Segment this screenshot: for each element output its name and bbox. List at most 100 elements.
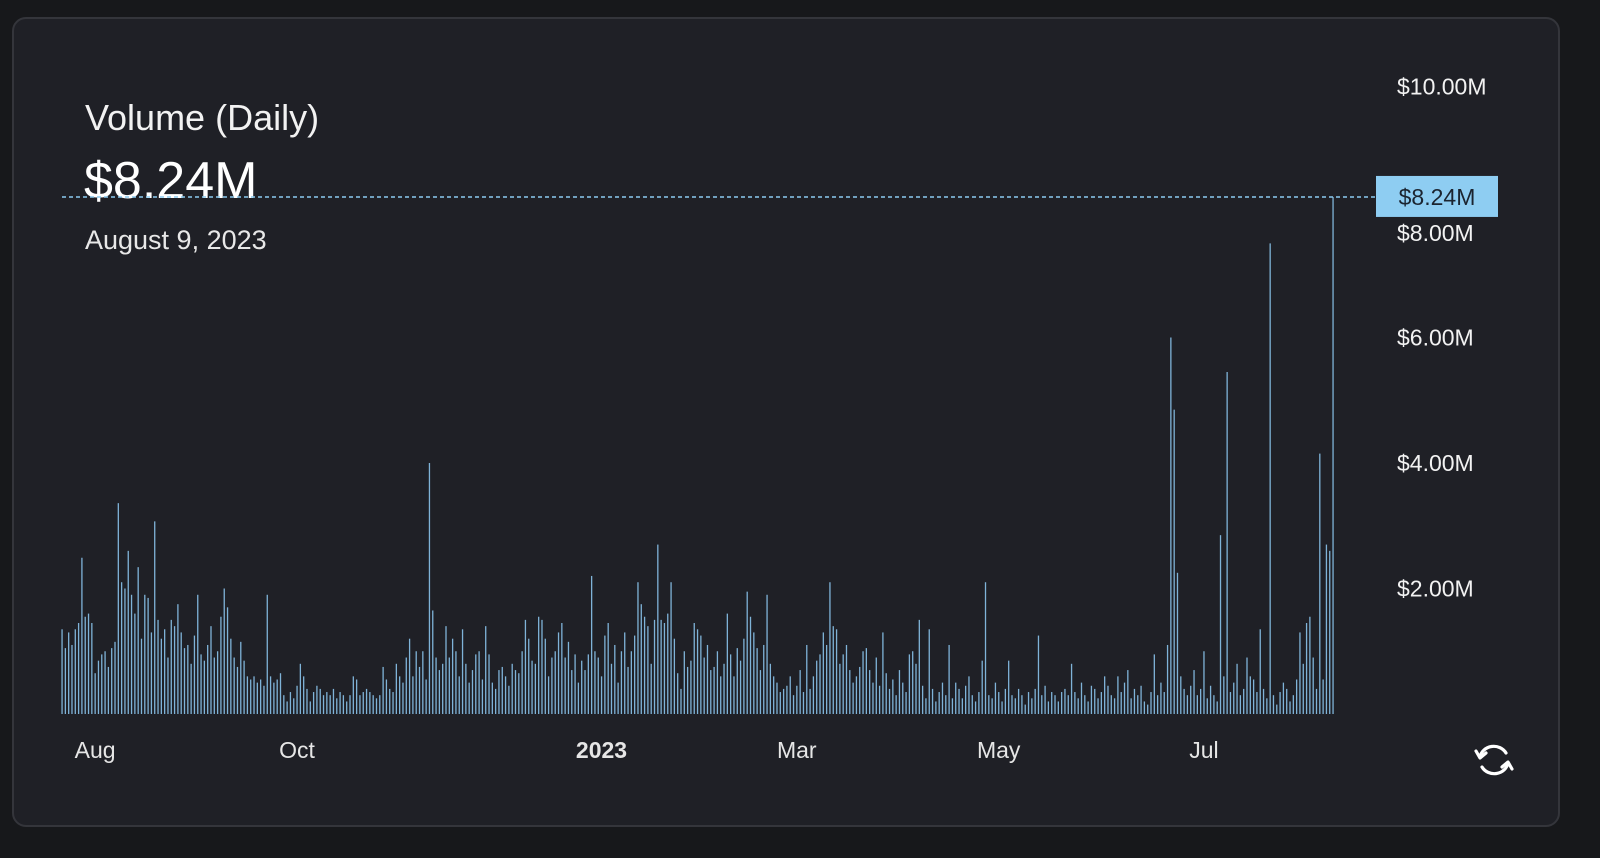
volume-bar [355,679,358,714]
volume-bar [1289,701,1291,714]
volume-bar [154,521,156,714]
volume-bar [1041,695,1043,714]
volume-bar [617,682,619,714]
volume-bar [1206,698,1208,714]
volume-bar [577,682,580,714]
volume-bar [918,619,920,714]
volume-bar [1259,629,1261,714]
volume-bar [1193,670,1195,714]
volume-bar [1047,701,1050,714]
volume-bar [1166,644,1169,714]
volume-bar [233,657,235,714]
volume-bar [488,654,490,714]
volume-bar [1266,698,1268,714]
volume-bar [931,688,934,714]
volume-bar [1216,701,1218,714]
refresh-icon[interactable] [1474,740,1514,780]
volume-bar [286,701,288,714]
volume-bar [1190,685,1192,714]
volume-bar [1014,698,1016,714]
volume-bar [1107,685,1109,714]
volume-bar [269,676,272,714]
volume-bar [309,701,311,714]
volume-bar [425,679,427,714]
volume-bar [653,619,656,714]
volume-bar [647,626,649,714]
volume-bar [590,575,593,714]
volume-bar [299,663,302,714]
volume-bar [332,688,335,714]
volume-bar [604,635,606,714]
volume-bar [451,638,454,714]
volume-bar [220,616,222,714]
volume-bar [342,695,345,714]
volume-bar [1299,632,1301,714]
volume-bar [1110,695,1112,714]
volume-bar [157,619,159,714]
volume-bar [855,676,858,714]
x-tick-label: May [977,737,1021,763]
volume-bar [690,660,692,714]
volume-bar [253,676,255,714]
volume-bar [362,692,364,714]
y-tick-label: $10.00M [1397,74,1487,100]
chart-title: Volume (Daily) [85,97,320,138]
volume-bar [640,604,642,714]
volume-bar [882,632,884,714]
volume-bar [620,651,623,714]
x-axis: Aug Oct 2023 Mar May Jul [75,737,1219,763]
volume-bar [885,673,887,714]
volume-bar [1057,701,1059,714]
volume-bar [1302,663,1304,714]
volume-bar [1001,701,1003,714]
volume-bar [849,670,851,714]
volume-bar [359,695,361,714]
volume-bar [455,651,457,714]
volume-bar [753,632,755,714]
volume-bar [1044,685,1046,714]
volume-bar [1309,616,1311,714]
volume-bar [64,648,67,714]
volume-bar [961,698,963,714]
volume-bar [630,651,633,714]
volume-bar [915,663,917,714]
volume-bar [385,679,388,714]
volume-bar [816,660,818,714]
volume-bar [422,651,424,714]
volume-bar [710,670,712,714]
volume-bar [958,688,960,714]
y-tick-label: $2.00M [1397,576,1474,602]
volume-bar [574,654,576,714]
x-tick-label: Oct [279,737,315,763]
volume-bar [74,629,76,714]
volume-bar [134,613,136,714]
volume-bar [392,692,394,714]
volume-bar [935,701,937,714]
volume-bar [584,670,586,714]
volume-bar [236,666,239,714]
volume-bar [743,638,745,714]
volume-bar [150,632,153,714]
volume-bar [1325,544,1328,714]
volume-bar [329,695,331,714]
volume-bar [1074,692,1076,714]
volume-bar [624,632,626,714]
volume-bar [379,695,381,714]
volume-bar [1292,695,1294,714]
volume-bar [471,670,474,714]
volume-bar [137,567,139,714]
volume-bar [1236,663,1238,714]
volume-bar [81,557,83,714]
volume-bar [164,629,166,714]
volume-bar [1077,698,1079,714]
volume-bar [160,638,162,714]
volume-bar [683,651,685,714]
volume-bar [600,676,603,714]
volume-bar [1213,695,1215,714]
volume-bar [521,651,523,714]
volume-bar [945,695,947,714]
volume-bar [296,685,298,714]
volume-bar [713,666,715,714]
volume-bar [938,692,940,714]
